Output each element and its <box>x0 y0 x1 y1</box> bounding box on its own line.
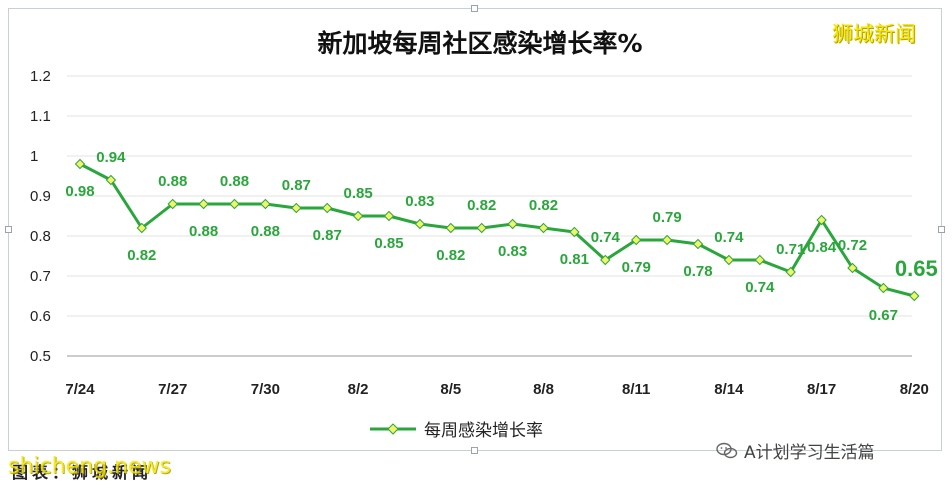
data-label: 0.74 <box>745 279 775 296</box>
site-watermark: shicheng.news <box>8 454 171 479</box>
y-tick-label: 1 <box>30 148 38 165</box>
data-point <box>136 222 148 234</box>
data-point <box>754 254 766 266</box>
data-point <box>785 266 796 278</box>
source-caption: 图表：狮城新闻 <box>12 463 153 482</box>
x-tick-label: 7/30 <box>251 381 280 398</box>
resize-handle-top[interactable] <box>471 5 478 12</box>
resize-handle-bottom[interactable] <box>471 447 478 454</box>
data-point <box>352 210 364 222</box>
legend-label: 每周感染增长率 <box>424 421 543 441</box>
data-label: 0.82 <box>467 197 496 214</box>
data-label: 0.88 <box>251 223 280 240</box>
resize-handle-right[interactable] <box>938 226 945 233</box>
data-label: 0.88 <box>189 223 218 240</box>
data-label: 0.67 <box>869 307 898 324</box>
data-label: 0.82 <box>529 197 558 214</box>
x-tick-label: 8/2 <box>348 381 369 398</box>
data-label: 0.85 <box>374 235 403 252</box>
x-tick-label: 7/24 <box>65 381 95 398</box>
x-tick-label: 8/5 <box>440 381 461 398</box>
data-label: 0.82 <box>436 247 465 264</box>
data-label: 0.65 <box>895 256 938 281</box>
data-point <box>816 214 827 226</box>
data-label: 0.72 <box>838 237 867 254</box>
y-tick-label: 0.9 <box>30 188 51 205</box>
data-point <box>661 234 673 246</box>
data-label: 0.84 <box>807 239 837 256</box>
data-label: 0.83 <box>498 243 527 260</box>
data-point <box>909 290 920 302</box>
data-point <box>878 282 889 294</box>
data-label: 0.87 <box>313 227 342 244</box>
data-point <box>414 218 426 230</box>
wechat-account-name: A计划学习生活篇 <box>744 443 875 463</box>
x-tick-label: 8/17 <box>807 381 836 398</box>
data-point <box>445 222 457 234</box>
x-tick-label: 8/11 <box>622 381 650 398</box>
data-point <box>569 226 580 238</box>
data-point <box>723 254 735 266</box>
data-label: 0.88 <box>158 173 187 190</box>
data-point <box>105 174 117 186</box>
y-tick-label: 1.2 <box>30 68 51 85</box>
data-point <box>600 254 611 266</box>
data-label: 0.85 <box>343 185 372 202</box>
data-label: 0.74 <box>591 229 621 246</box>
y-tick-label: 0.8 <box>30 228 51 245</box>
x-tick-label: 8/8 <box>533 381 554 398</box>
data-point <box>538 222 549 234</box>
data-label: 0.98 <box>65 183 94 200</box>
legend: 每周感染增长率 <box>370 416 543 441</box>
data-point <box>229 198 240 210</box>
legend-line-icon <box>370 422 416 435</box>
data-point <box>291 202 302 214</box>
data-label: 0.87 <box>282 177 311 194</box>
data-label: 0.94 <box>96 149 126 166</box>
data-point <box>260 198 271 210</box>
chart-title: 新加坡每周社区感染增长率% <box>317 29 643 58</box>
data-point <box>476 222 487 234</box>
data-point <box>847 262 858 274</box>
data-point <box>167 198 178 210</box>
y-tick-label: 1.1 <box>30 108 51 125</box>
wechat-watermark: A计划学习生活篇 <box>716 438 875 463</box>
data-point <box>198 198 209 210</box>
x-tick-label: 8/14 <box>714 381 744 398</box>
data-point <box>630 234 642 246</box>
x-tick-label: 7/27 <box>158 381 187 398</box>
x-tick-label: 8/20 <box>900 381 929 398</box>
data-point <box>321 202 333 214</box>
data-label: 0.71 <box>776 241 805 258</box>
y-tick-label: 0.5 <box>30 348 51 365</box>
data-label: 0.82 <box>127 247 156 264</box>
y-tick-label: 0.7 <box>30 268 51 285</box>
data-point <box>692 238 704 250</box>
data-label: 0.78 <box>683 263 712 280</box>
data-label: 0.79 <box>622 259 651 276</box>
data-point <box>507 218 518 230</box>
data-label: 0.88 <box>220 173 249 190</box>
data-label: 0.83 <box>405 193 434 210</box>
data-point <box>74 158 86 170</box>
wechat-icon <box>716 442 738 458</box>
data-label: 0.79 <box>652 209 681 226</box>
brand-logo: 狮城新闻 <box>832 22 916 46</box>
y-tick-label: 0.6 <box>30 308 51 325</box>
resize-handle-left[interactable] <box>5 226 12 233</box>
data-label: 0.81 <box>560 251 589 268</box>
data-label: 0.74 <box>714 229 744 246</box>
series-line <box>79 162 915 298</box>
data-point <box>383 210 395 222</box>
